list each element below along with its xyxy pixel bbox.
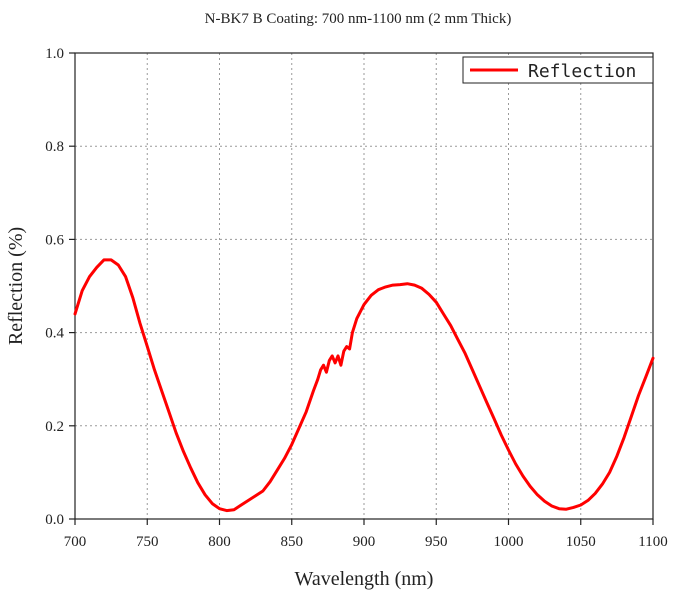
x-axis: 700 750 800 850 900 950 1000 1050 1100 xyxy=(64,519,668,550)
y-axis: 0.0 0.2 0.4 0.6 0.8 1.0 xyxy=(45,46,75,528)
x-tick-label: 1050 xyxy=(566,534,596,550)
x-tick-label: 850 xyxy=(281,534,304,550)
x-tick-label: 900 xyxy=(353,534,376,550)
x-tick-label: 1000 xyxy=(494,534,524,550)
chart-title: N-BK7 B Coating: 700 nm-1100 nm (2 mm Th… xyxy=(205,11,512,27)
y-tick-label: 0.2 xyxy=(45,419,64,435)
y-tick-label: 0.0 xyxy=(45,512,64,528)
y-axis-title: Reflection (%) xyxy=(5,227,27,345)
y-tick-label: 0.6 xyxy=(45,232,64,248)
legend-label-reflection: Reflection xyxy=(528,61,636,82)
x-tick-label: 800 xyxy=(208,534,231,550)
x-tick-label: 700 xyxy=(64,534,87,550)
x-tick-label: 1100 xyxy=(638,534,667,550)
x-tick-label: 950 xyxy=(425,534,448,550)
grid-layer xyxy=(75,53,653,519)
y-tick-label: 1.0 xyxy=(45,46,64,62)
x-tick-label: 750 xyxy=(136,534,159,550)
legend: Reflection xyxy=(462,56,654,84)
series-line-reflection xyxy=(73,258,655,513)
y-tick-label: 0.4 xyxy=(45,326,64,342)
x-axis-title: Wavelength (nm) xyxy=(295,568,434,590)
y-tick-label: 0.8 xyxy=(45,139,64,155)
